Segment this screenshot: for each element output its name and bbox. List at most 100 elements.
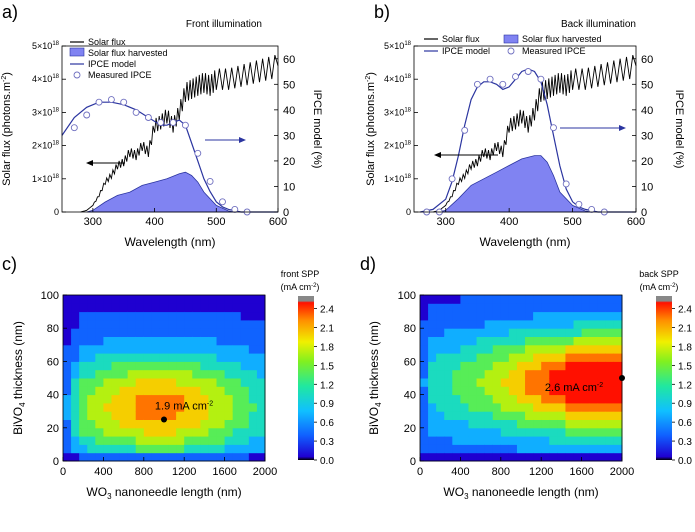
panel-c-heat-cell	[103, 419, 112, 429]
panel-d-heat-cell	[565, 303, 575, 313]
panel-d-heat-cell	[573, 386, 583, 396]
panel-c-heat-cell	[224, 378, 234, 387]
panel-d-heat-cell	[549, 452, 558, 462]
panel-c-heat-cell	[168, 427, 177, 437]
panel-c-heat-cell	[184, 311, 193, 321]
panel-c-heat-cell	[208, 361, 218, 371]
panel-c-heat-cell	[216, 295, 226, 304]
panel-d-heat-cell	[484, 295, 494, 304]
panel-c-heat-cell	[248, 452, 258, 462]
panel-c-heat-cell	[176, 378, 185, 387]
panel-c-heat-cell	[192, 303, 201, 313]
panel-c-heat-cell	[168, 369, 177, 379]
panel-d-heat-cell	[549, 402, 558, 412]
panel-c-heat-cell	[232, 444, 242, 454]
panel-c-heat-cell	[135, 303, 145, 313]
panel-c-heat-cell	[111, 311, 121, 321]
panel-c-heat-cell	[176, 336, 185, 346]
panel-b-right-axis-arrow	[560, 125, 626, 131]
panel-c-heat-cell	[192, 369, 201, 379]
panel-d-heat-cell	[565, 369, 575, 379]
panel-c-heat-cell	[208, 419, 218, 429]
panel-c-heat-cell	[95, 344, 104, 354]
panel-d-heat-cell	[468, 419, 478, 429]
panel-d-heat-cell	[581, 436, 591, 445]
panel-a-measured-ipce-point	[83, 111, 91, 119]
panel-c-colorbar-tick-label: 0.9	[320, 399, 334, 410]
panel-c-heat-cell	[63, 436, 72, 445]
panel-d-heat-cell	[565, 402, 575, 412]
panel-c-heat-cell	[71, 295, 80, 304]
panel-c-heat-cell	[79, 295, 88, 304]
panel-b-y-right-tick-label: 50	[641, 79, 653, 91]
panel-c-heat-cell	[159, 419, 169, 429]
panel-d-heat-cell	[508, 336, 518, 346]
panel-c-heat-cell	[71, 328, 80, 337]
panel-d-heat-cell	[613, 419, 623, 429]
panel-d-heat-cell	[533, 311, 542, 321]
panel-a-y-left-tick-label: 1×1018	[32, 174, 60, 184]
panel-c-heat-cell	[224, 295, 234, 304]
panel-a-right-axis-arrow	[205, 137, 246, 143]
panel-b-series-solar-flux	[432, 54, 637, 213]
legend-solar-flux-harvested-swatch	[69, 47, 85, 57]
legend-solar-flux-harvested: Solar flux harvested	[88, 48, 168, 58]
panel-c-heat-cell	[111, 295, 121, 304]
panel-b-y-right-tick-label: 30	[641, 130, 653, 142]
panel-d-heat-cell	[613, 328, 623, 337]
panel-d-y-tick-label: 80	[404, 323, 416, 335]
panel-c-heat-cell	[176, 436, 185, 445]
panel-d-heat-cell	[516, 378, 526, 387]
panel-d-heat-cell	[541, 328, 550, 337]
panel-c-heat-cell	[248, 311, 258, 321]
panel-d-heat-cell	[557, 452, 566, 462]
panel-d-heat-cell	[476, 394, 486, 404]
panel-c-heat-cell	[151, 344, 161, 354]
panel-c-heat-cell	[95, 419, 104, 429]
panel-d-heat-cell	[508, 427, 518, 437]
panel-c-heat-cell	[127, 336, 137, 346]
panel-c-heat-cell	[79, 344, 88, 354]
panel-d-heat-cell	[541, 452, 550, 462]
panel-d-heat-cell	[420, 311, 429, 321]
panel-d-heat-cell	[492, 411, 502, 420]
panel-d-heat-cell	[533, 419, 542, 429]
panel-d-heat-cell	[460, 419, 469, 429]
panel-c-heat-cell	[224, 386, 234, 396]
panel-d-heat-cell	[468, 328, 478, 337]
panel-c-heat-cell	[119, 344, 129, 354]
panel-d-heat-cell	[476, 353, 486, 362]
panel-d-heat-cell	[428, 361, 437, 371]
panel-c-heat-cell	[200, 378, 209, 387]
panel-c-heat-cell	[216, 344, 226, 354]
panel-c-heat-cell	[63, 303, 72, 313]
panel-c-heat-cell	[87, 311, 96, 321]
panel-c-heat-cell	[127, 394, 137, 404]
panel-c-heat-cell	[159, 344, 169, 354]
panel-d-heat-cell	[436, 427, 445, 437]
panel-c-heat-cell	[111, 394, 121, 404]
panel-c-heat-cell	[208, 311, 218, 321]
panel-c-heat-cell	[240, 311, 250, 321]
panel-c-heat-cell	[208, 328, 218, 337]
panel-d-heat-cell	[589, 311, 599, 321]
panel-d-heat-cell	[565, 452, 575, 462]
panel-c-heat-cell	[63, 328, 72, 337]
panel-d-heat-cell	[452, 303, 461, 313]
panel-d-heat-cell	[428, 369, 437, 379]
panel-d-heat-cell	[468, 411, 478, 420]
panel-d-heat-cell	[589, 452, 599, 462]
panel-d-heat-cell	[436, 303, 445, 313]
panel-d-heat-cell	[549, 353, 558, 362]
panel-d-heat-cell	[525, 353, 534, 362]
panel-c-heat-cell	[216, 386, 226, 396]
panel-d-heat-cell	[565, 444, 575, 454]
panel-c-heat-cell	[71, 411, 80, 420]
panel-d-heat-cell	[581, 444, 591, 454]
panel-c-heat-cell	[184, 361, 193, 371]
panel-c-colorbar-tick-label: 0.0	[320, 456, 334, 467]
panel-c-heat-cell	[95, 436, 104, 445]
panel-c-heat-cell	[95, 444, 104, 454]
panel-d-heat-cell	[508, 353, 518, 362]
panel-c-heat-cell	[111, 386, 121, 396]
